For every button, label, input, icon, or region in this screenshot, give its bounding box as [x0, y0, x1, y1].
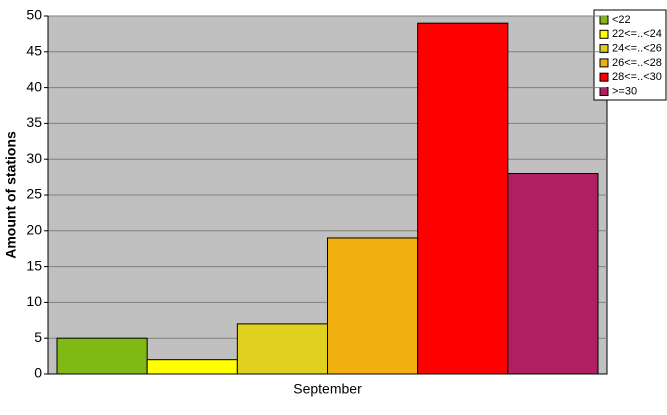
y-tick-label: 25 — [26, 186, 42, 202]
legend-label: 24<=..<26 — [612, 43, 662, 55]
legend-label: 26<=..<28 — [612, 57, 662, 69]
legend-swatch — [599, 72, 609, 82]
y-tick-label: 0 — [34, 365, 42, 381]
legend: <22 22<=..<24 24<=..<26 26<=..<28 28<=..<30 >… — [593, 9, 667, 101]
bar — [146, 359, 238, 375]
legend-label: >=30 — [612, 85, 637, 97]
y-axis-label: Amount of stations — [3, 131, 19, 259]
x-tick-label: September — [293, 381, 362, 397]
bar — [56, 337, 148, 375]
bar — [327, 237, 419, 375]
legend-swatch — [599, 58, 609, 68]
legend-swatch — [599, 44, 609, 54]
y-tick-label: 40 — [26, 78, 42, 94]
bar — [236, 323, 328, 375]
y-tick-label: 20 — [26, 222, 42, 238]
legend-swatch — [599, 87, 609, 96]
legend-label: 22<=..<24 — [612, 28, 662, 40]
y-tick-label: 30 — [26, 150, 42, 166]
y-tick-label: 15 — [26, 257, 42, 273]
bar — [507, 173, 599, 375]
legend-label: 28<=..<30 — [612, 71, 662, 83]
y-tick-label: 35 — [26, 114, 42, 130]
bar — [417, 22, 509, 375]
legend-label: <22 — [612, 14, 631, 26]
legend-swatch — [599, 15, 609, 25]
y-tick-label: 45 — [26, 43, 42, 59]
y-tick-label: 50 — [26, 7, 42, 23]
legend-swatch — [599, 29, 609, 39]
legend-box — [593, 9, 667, 101]
y-tick-label: 10 — [26, 293, 42, 309]
y-tick-label: 5 — [34, 329, 42, 345]
